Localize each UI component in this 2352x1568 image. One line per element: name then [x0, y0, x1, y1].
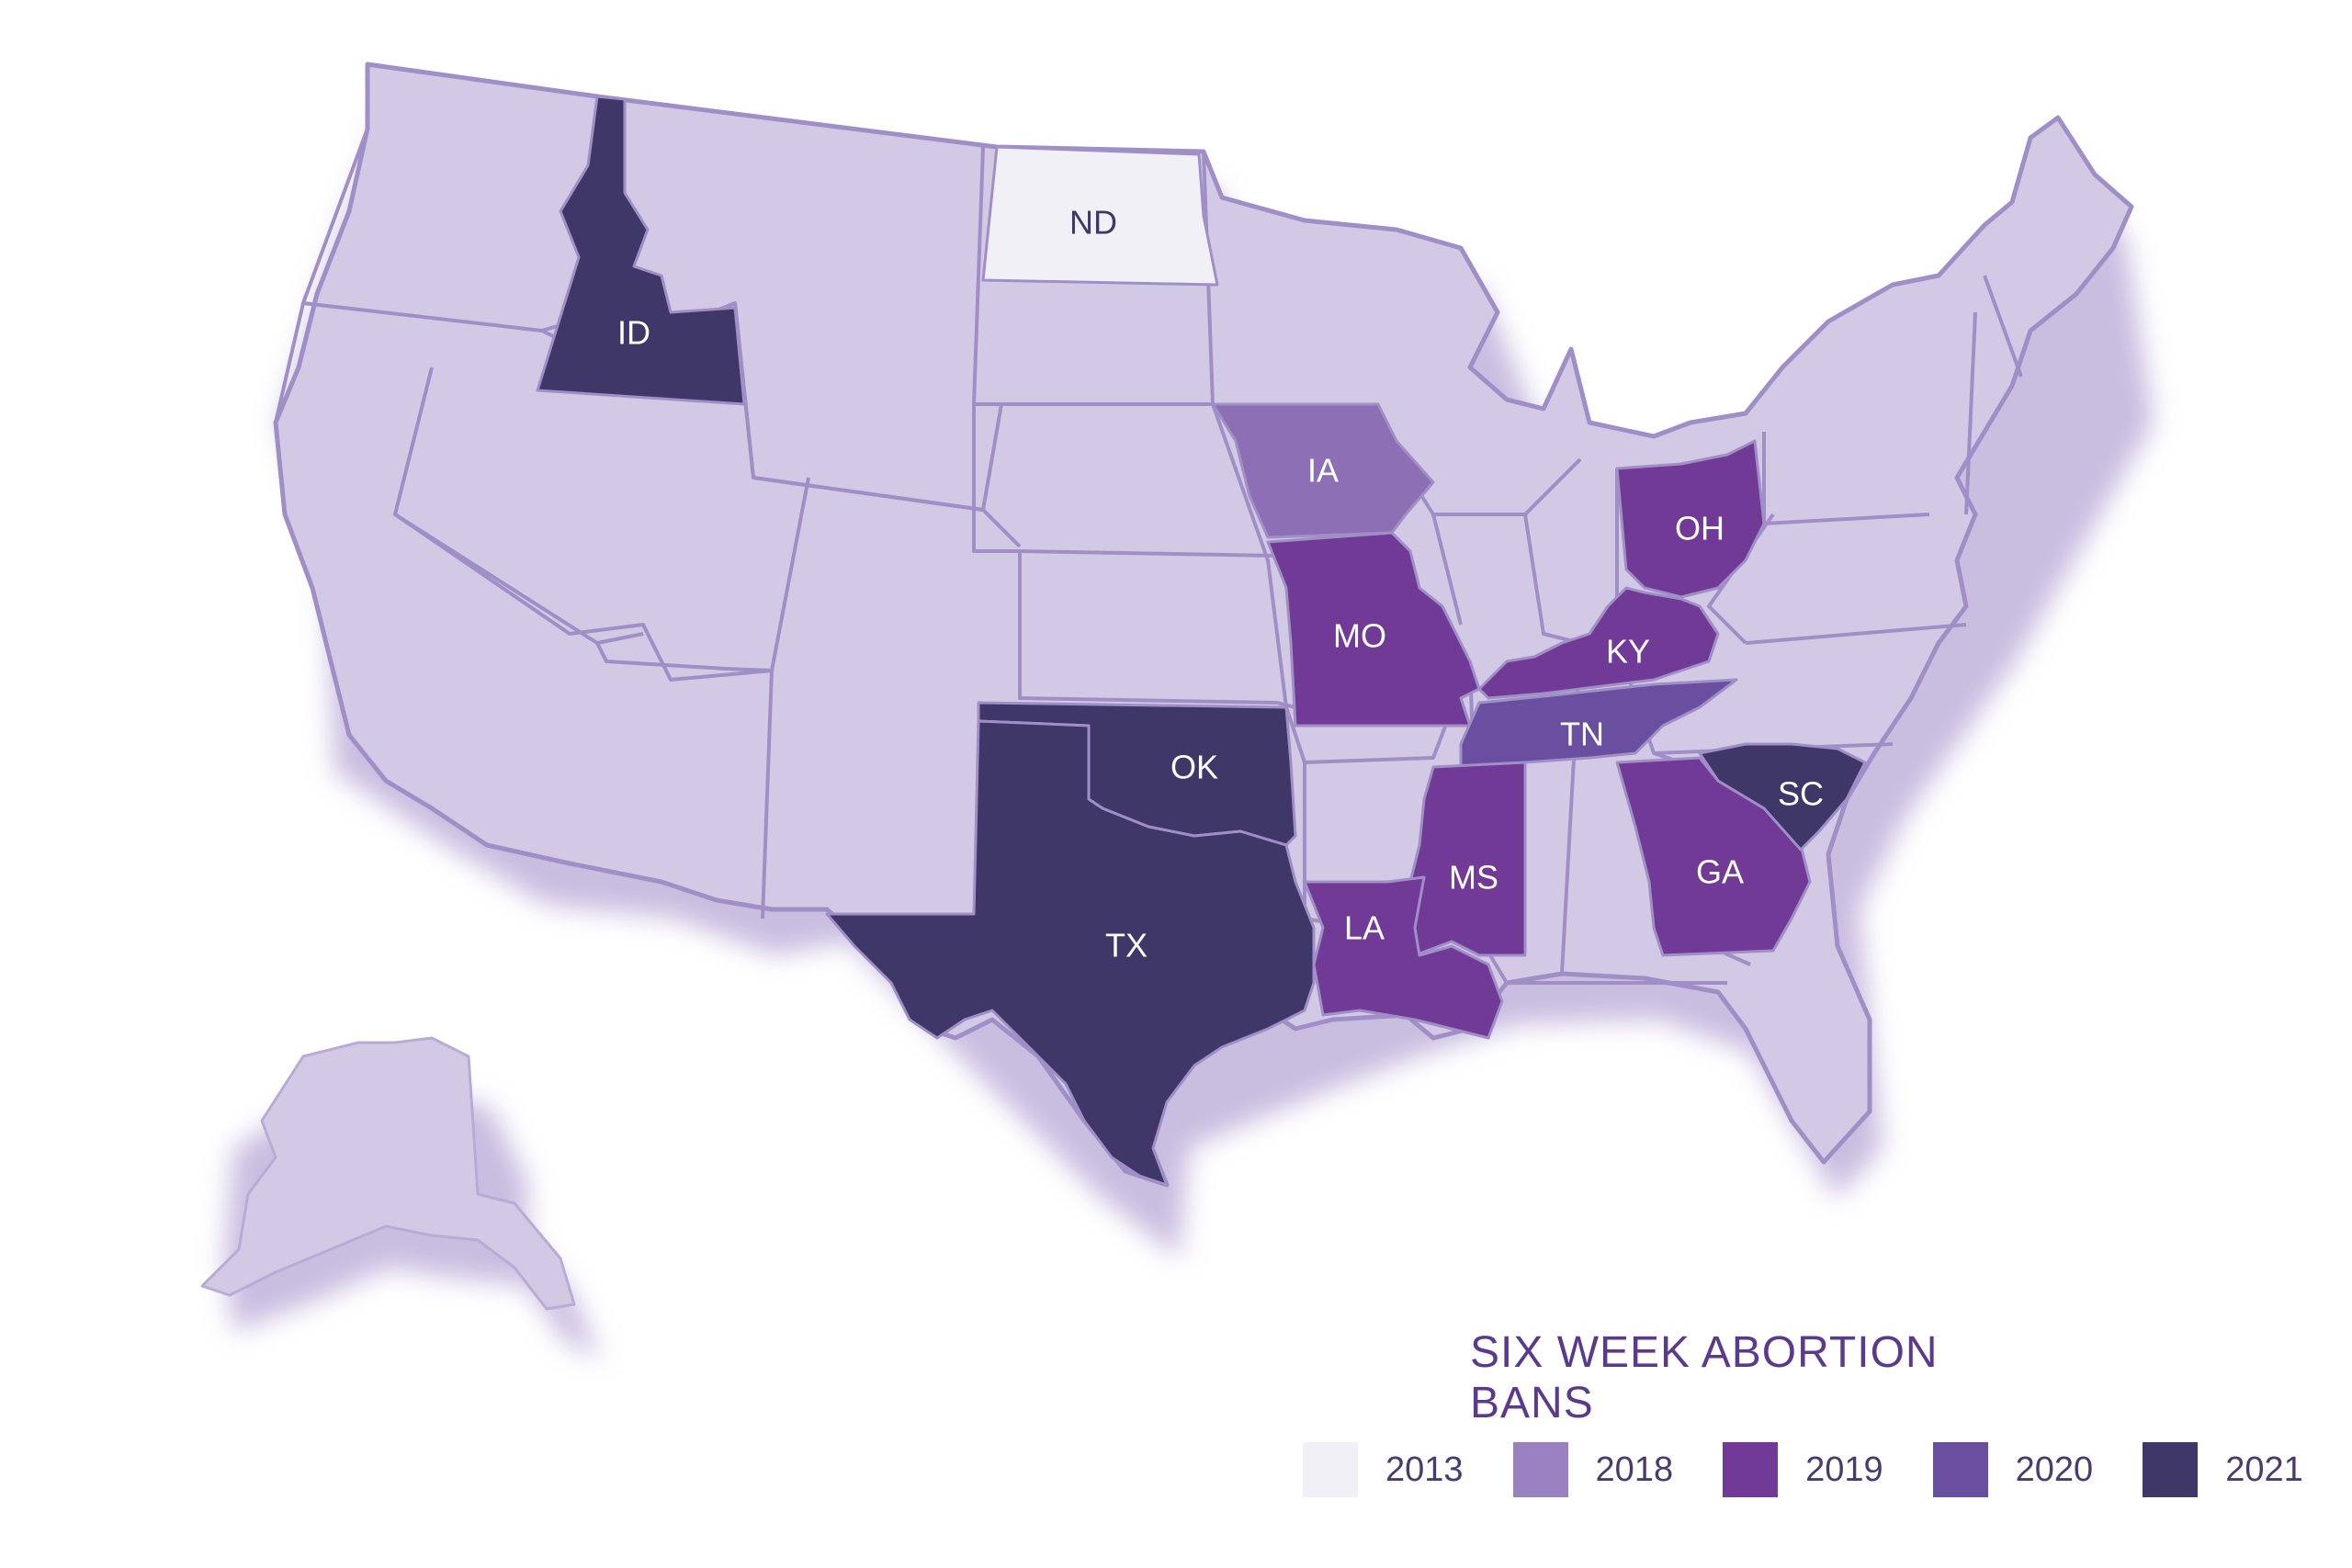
label-mo: MO	[1333, 617, 1386, 655]
legend-label-2019: 2019	[1805, 1450, 1883, 1489]
legend-item-2020: 2020	[1932, 1442, 2094, 1497]
label-ms: MS	[1449, 859, 1498, 897]
label-oh: OH	[1675, 510, 1724, 547]
state-id[interactable]	[536, 95, 746, 406]
legend-swatch-2018	[1512, 1442, 1568, 1497]
legend-item-2019: 2019	[1723, 1442, 1883, 1497]
legend-swatch-2020	[1932, 1442, 1988, 1497]
legend: 2013 2018 2019 2020 2021	[1303, 1438, 2352, 1502]
state-nd[interactable]	[981, 145, 1219, 287]
legend-swatch-2021	[2143, 1442, 2199, 1497]
label-ga: GA	[1696, 853, 1744, 891]
state-labels: ND ID IA MO OH KY TN MS LA GA SC OK TX	[617, 204, 1824, 964]
alaska	[200, 1036, 576, 1311]
label-id: ID	[617, 314, 650, 352]
legend-item-2021: 2021	[2143, 1442, 2303, 1497]
legend-label-2020: 2020	[2015, 1450, 2094, 1489]
state-tn[interactable]	[1459, 678, 1738, 769]
state-ky[interactable]	[1477, 586, 1720, 700]
legend-label-2018: 2018	[1595, 1450, 1674, 1489]
legend-title: SIX WEEK ABORTION BANS	[1470, 1328, 1939, 1427]
label-nd: ND	[1069, 204, 1117, 242]
label-ky: KY	[1606, 633, 1650, 671]
highlighted-states	[536, 95, 1867, 1187]
legend-swatch-2013	[1303, 1442, 1358, 1497]
legend-item-2013: 2013	[1303, 1442, 1464, 1497]
state-sc[interactable]	[1698, 742, 1867, 852]
legend-label-2021: 2021	[2225, 1450, 2303, 1489]
label-sc: SC	[1778, 775, 1824, 813]
label-ia: IA	[1307, 452, 1339, 490]
label-tx: TX	[1105, 927, 1148, 964]
state-ia[interactable]	[1211, 402, 1435, 539]
label-ok: OK	[1170, 749, 1218, 786]
state-la[interactable]	[1303, 875, 1504, 1040]
legend-label-2013: 2013	[1385, 1450, 1464, 1489]
state-ms[interactable]	[1404, 761, 1527, 957]
legend-item-2018: 2018	[1512, 1442, 1674, 1497]
state-tx[interactable]	[825, 719, 1316, 1187]
label-la: LA	[1344, 909, 1385, 947]
legend-swatch-2019	[1723, 1442, 1779, 1497]
state-oh[interactable]	[1615, 439, 1766, 599]
label-tn: TN	[1560, 716, 1604, 753]
